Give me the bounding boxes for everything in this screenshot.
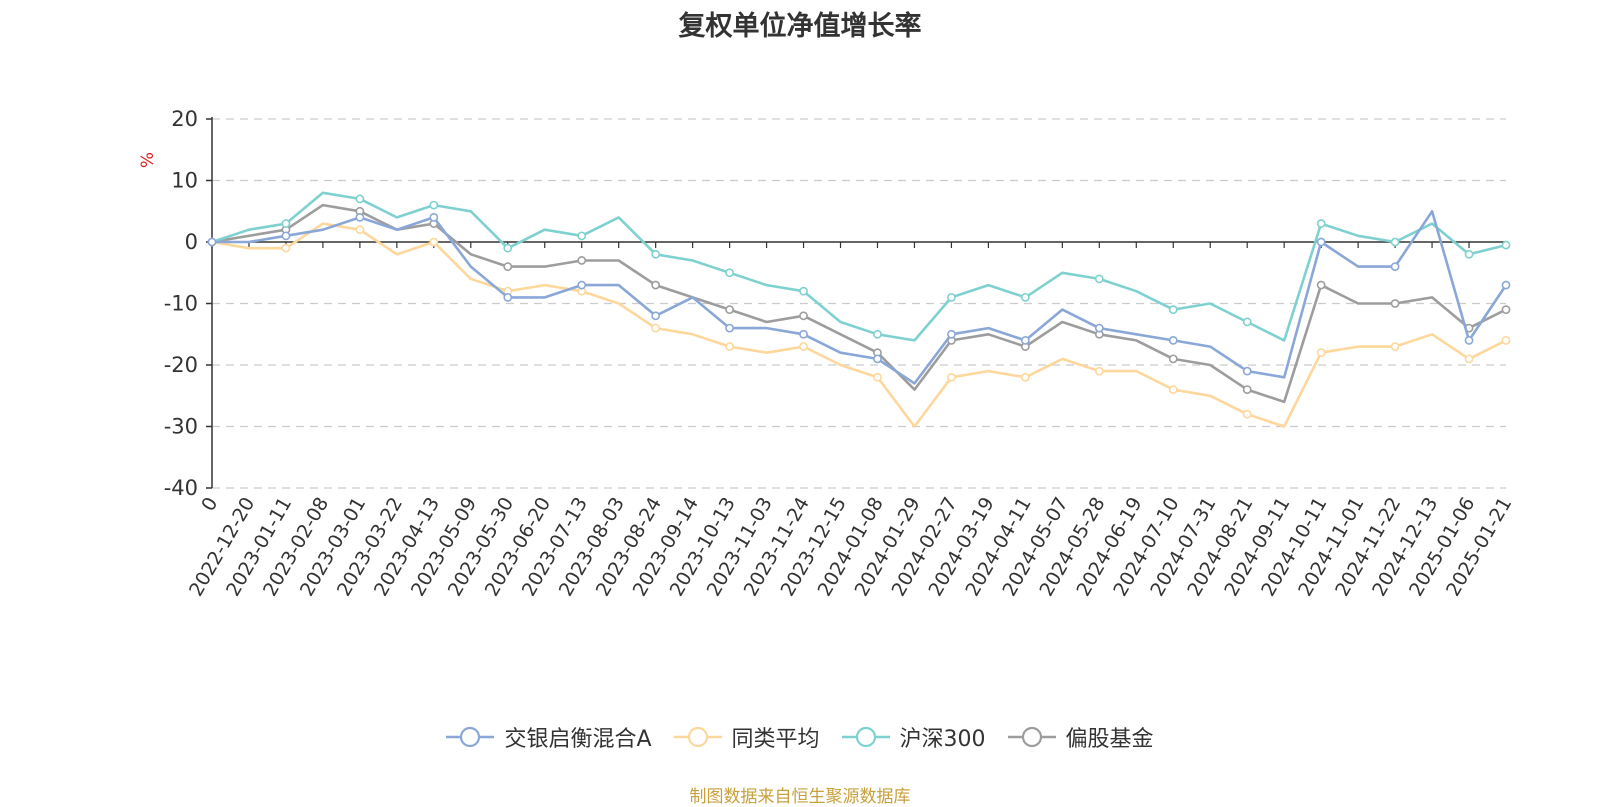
- series-point: [1316, 280, 1326, 290]
- legend-marker-icon: [841, 726, 890, 748]
- legend-label: 偏股基金: [1065, 727, 1154, 752]
- series-point: [1464, 249, 1474, 259]
- series-point: [577, 280, 587, 290]
- series-point: [725, 323, 734, 333]
- series-point: [429, 237, 439, 247]
- series-point: [1390, 342, 1400, 351]
- series-point: [873, 329, 882, 339]
- legend-marker-icon: [673, 726, 722, 748]
- series-point: [355, 194, 365, 204]
- series-line: [211, 203, 1507, 404]
- series-point: [1168, 354, 1178, 364]
- series-line: [211, 191, 1507, 342]
- series-point: [1501, 240, 1511, 250]
- series-point: [577, 256, 587, 265]
- series-point: [503, 262, 513, 271]
- y-tick-label: -30: [164, 415, 198, 439]
- series-point: [651, 323, 661, 333]
- legend-item-0[interactable]: 交银启衡混合A: [446, 721, 652, 753]
- series-point: [725, 305, 734, 315]
- series-point: [1020, 372, 1030, 382]
- series-point: [651, 249, 661, 259]
- series-point: [1020, 292, 1030, 302]
- series-point: [725, 342, 734, 351]
- series-point: [799, 286, 808, 296]
- series-point: [1390, 299, 1400, 308]
- series-point: [1501, 335, 1511, 345]
- y-tick-label: 20: [171, 107, 198, 131]
- series-point: [1316, 219, 1326, 228]
- series-point: [1464, 354, 1474, 364]
- source-note: 制图数据来自恒生聚源数据库: [689, 787, 911, 807]
- series-point: [947, 292, 956, 302]
- series-point: [281, 231, 291, 241]
- series-point: [429, 212, 439, 222]
- series-point: [947, 372, 956, 382]
- series-point: [1390, 237, 1400, 247]
- series-3: [207, 203, 1511, 404]
- series-point: [281, 219, 291, 228]
- y-axis-unit-label: %: [138, 152, 158, 168]
- series-point: [1316, 348, 1326, 358]
- series-point: [1464, 335, 1474, 345]
- series-point: [1390, 262, 1400, 271]
- x-tick-label: 0: [197, 494, 222, 515]
- chart-title: 复权单位净值增长率: [678, 11, 922, 42]
- legend-label: 同类平均: [731, 727, 820, 752]
- series-point: [799, 329, 808, 339]
- series-point: [207, 237, 217, 247]
- series-point: [1094, 274, 1104, 284]
- series-point: [503, 292, 513, 302]
- series-point: [429, 200, 439, 210]
- series-point: [503, 243, 513, 253]
- series-0: [207, 210, 1511, 385]
- series-point: [355, 212, 365, 222]
- legend-item-2[interactable]: 沪深300: [841, 721, 986, 753]
- series-point: [1242, 409, 1252, 419]
- series-line: [211, 222, 1507, 428]
- grid-layer: [212, 118, 1506, 489]
- series-point: [281, 243, 291, 253]
- series-point: [1316, 237, 1326, 247]
- y-tick-label: 0: [185, 230, 198, 254]
- legend-item-1[interactable]: 同类平均: [673, 721, 820, 753]
- series-point: [1242, 366, 1252, 376]
- series-point: [799, 342, 808, 351]
- series-point: [725, 268, 734, 278]
- y-tick-label: -40: [164, 476, 198, 500]
- series-point: [355, 225, 365, 235]
- series-layer: [207, 191, 1511, 428]
- y-tick-label: -10: [164, 292, 198, 316]
- legend-marker-icon: [446, 726, 495, 748]
- series-point: [1168, 305, 1178, 315]
- legend-marker-icon: [1007, 726, 1056, 748]
- series-line: [212, 210, 1508, 385]
- y-tick-label: 10: [171, 169, 198, 193]
- series-point: [873, 372, 882, 382]
- series-point: [1020, 335, 1030, 345]
- series-point: [651, 280, 661, 290]
- line-chart: 20100-10-20-30-4002022-12-202023-01-1120…: [138, 107, 1516, 600]
- series-point: [651, 311, 661, 321]
- y-tick-label: -20: [164, 353, 198, 377]
- series-point: [947, 329, 956, 339]
- series-1: [207, 222, 1511, 428]
- series-point: [1242, 385, 1252, 394]
- series-point: [1168, 335, 1178, 345]
- series-point: [1094, 366, 1104, 376]
- legend-item-3[interactable]: 偏股基金: [1007, 721, 1154, 753]
- series-point: [1094, 323, 1104, 333]
- series-point: [873, 354, 882, 364]
- series-point: [1501, 280, 1511, 290]
- series-2: [207, 191, 1511, 342]
- legend: 交银启衡混合A 同类平均 沪深300 偏股基金: [0, 721, 1600, 753]
- series-point: [1242, 317, 1252, 327]
- series-point: [1168, 385, 1178, 394]
- series-point: [577, 231, 587, 241]
- legend-label: 交银启衡混合A: [504, 727, 652, 752]
- series-point: [1501, 305, 1511, 315]
- legend-label: 沪深300: [899, 727, 986, 752]
- series-point: [799, 311, 808, 321]
